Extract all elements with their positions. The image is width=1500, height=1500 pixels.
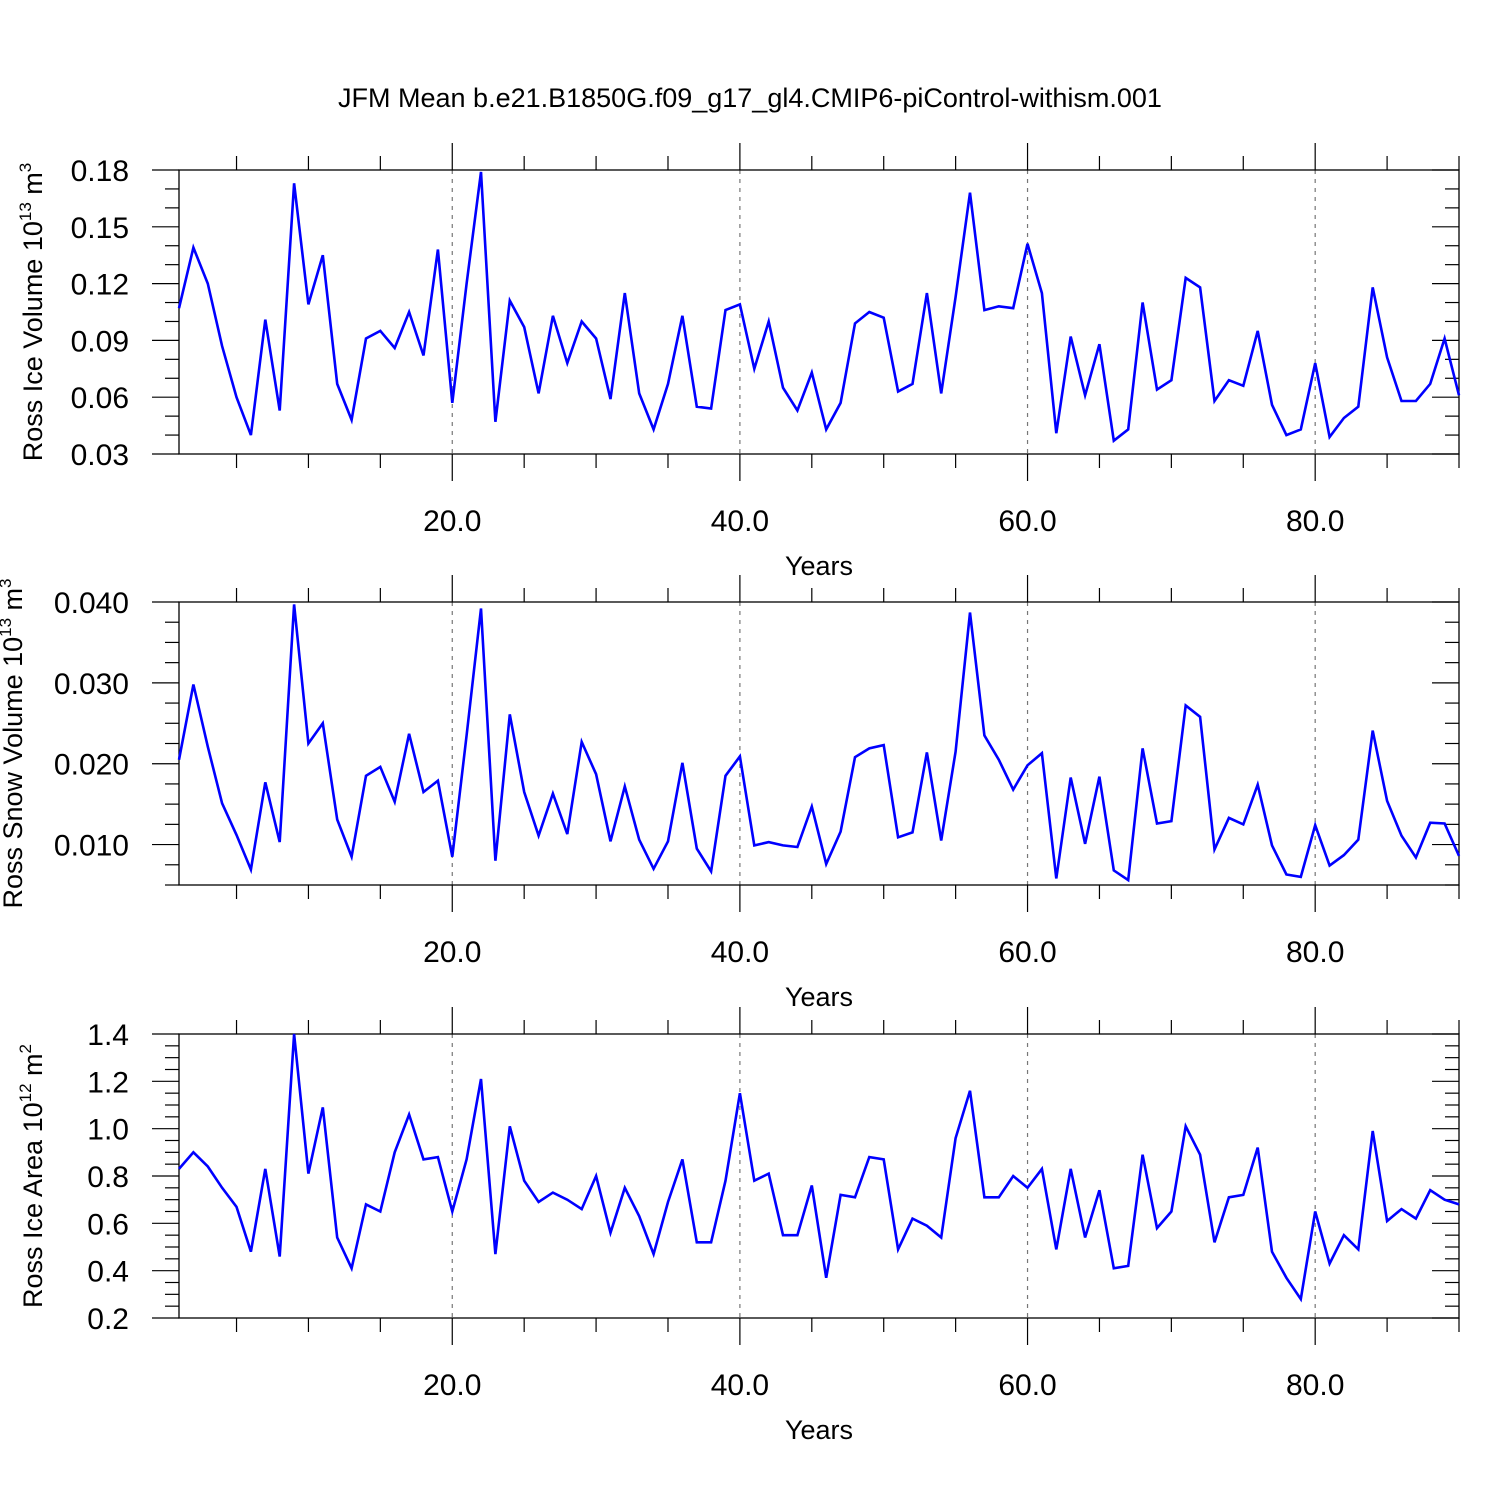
x-tick-label: 60.0 [998,505,1056,538]
series-line [177,604,1461,883]
x-tick-label: 80.0 [1286,505,1344,538]
x-axis-title: Years [785,551,853,581]
y-tick-label: 0.6 [87,1208,129,1241]
x-tick-label: 40.0 [711,505,769,538]
x-tick-label: 20.0 [423,1369,481,1402]
y-tick-label: 1.0 [87,1114,129,1147]
y-axis-title-exponent: 12 [16,1083,35,1102]
x-axis-title: Years [785,982,853,1012]
plot-frame [178,1033,1460,1319]
y-tick-label: 0.010 [54,830,129,863]
y-tick-label: 1.4 [87,1019,129,1052]
y-tick-label: 0.2 [87,1303,129,1336]
chart-panel-1: 20.0 40.0 60.0 80.0 0.03 0.06 0.09 0.12 0.15 0.18… [16,143,1461,581]
y-axis-title-unit: m [18,172,48,202]
x-tick-label: 20.0 [423,936,481,969]
x-tick-label: 20.0 [423,505,481,538]
y-axis-title-text: Ross Ice Volume 10 [18,221,48,461]
x-tick-label: 60.0 [998,1369,1056,1402]
y-axis-title: Ross Ice Volume 1013 m3 [16,163,48,462]
y-axis-title-text: Ross Snow Volume 10 [0,637,28,909]
x-tick-label: 40.0 [711,1369,769,1402]
y-axis-title-exponent: 13 [16,202,35,221]
y-axis-title-unit-exponent: 2 [16,1044,35,1053]
x-tick-label: 80.0 [1286,936,1344,969]
plot-frame [178,169,1460,455]
x-tick-label: 40.0 [711,936,769,969]
y-tick-label: 0.09 [71,325,129,358]
chart-panel-3: 20.0 40.0 60.0 80.0 0.2 0.4 0.6 0.8 1.0 1.2 1.4 Yea… [16,1007,1460,1445]
y-tick-label: 0.040 [54,587,129,620]
x-tick-label: 60.0 [998,936,1056,969]
y-axis-title-unit: m [18,1053,48,1083]
y-tick-label: 0.12 [71,269,129,302]
y-tick-label: 0.020 [54,749,129,782]
y-tick-label: 0.8 [87,1161,129,1194]
series-line [178,1033,1460,1303]
series-line [177,171,1461,444]
y-tick-label: 0.15 [71,212,129,245]
y-tick-label: 0.030 [54,668,129,701]
y-axis-title-unit-exponent: 3 [16,163,35,172]
x-tick-label: 80.0 [1286,1369,1344,1402]
chart-panel-2: 20.0 40.0 60.0 80.0 0.010 0.020 0.030 0.040 Year… [0,575,1461,1012]
plot-frame [178,601,1460,886]
y-tick-label: 0.03 [71,439,129,472]
x-axis-title: Years [785,1415,853,1445]
y-axis-title: Ross Snow Volume 1013 m3 [0,578,28,908]
y-tick-label: 1.2 [87,1066,129,1099]
y-tick-label: 0.4 [87,1256,129,1289]
y-axis-title: Ross Ice Area 1012 m2 [16,1044,48,1308]
y-axis-title-unit: m [0,588,28,618]
chart-title: JFM Mean b.e21.B1850G.f09_g17_gl4.CMIP6-… [338,83,1162,113]
y-axis-title-exponent: 13 [0,618,15,637]
y-axis-title-unit-exponent: 3 [0,578,15,587]
y-axis-title-text: Ross Ice Area 10 [18,1102,48,1308]
y-tick-label: 0.18 [71,155,129,188]
y-tick-label: 0.06 [71,382,129,415]
